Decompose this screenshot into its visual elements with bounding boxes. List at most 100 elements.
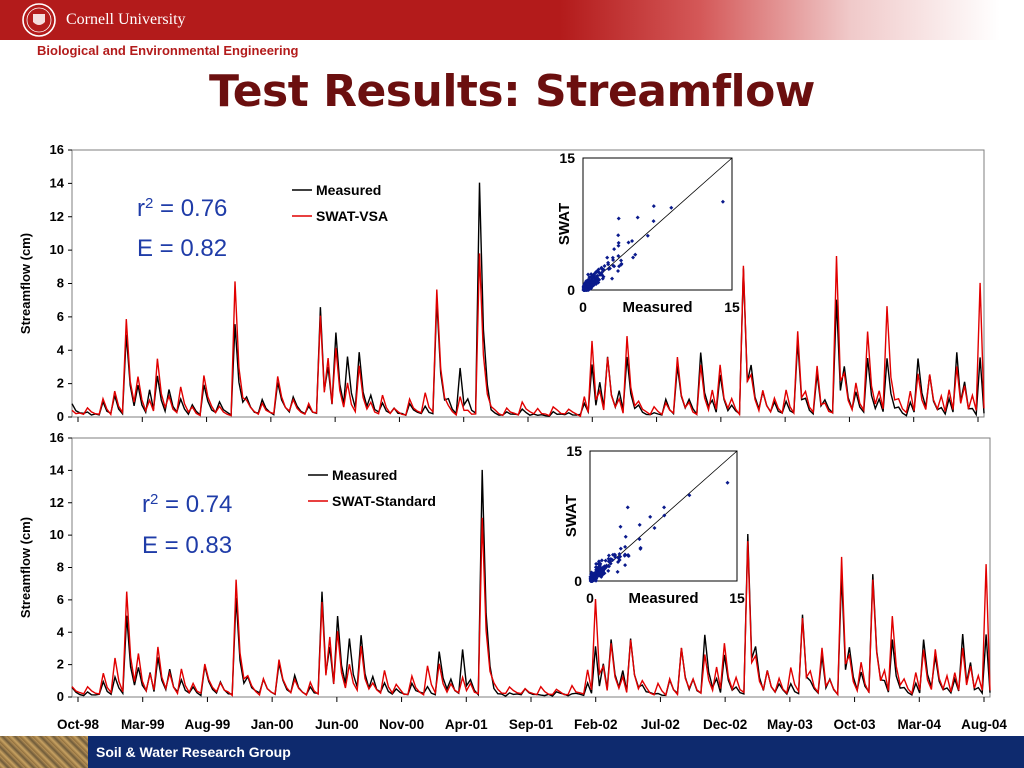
r2-superscript: 2 <box>145 195 153 212</box>
y-tick-label: 8 <box>57 276 64 291</box>
y-tick-label: 6 <box>57 309 64 324</box>
y-tick-label: 12 <box>50 209 64 224</box>
r2-value: = 0.76 <box>153 195 227 222</box>
scatter-point <box>637 522 642 527</box>
scatter-point <box>725 480 730 485</box>
inset-x-label: Measured <box>622 299 692 316</box>
x-tick-label: May-03 <box>767 717 813 732</box>
scatter-point <box>591 571 596 576</box>
scatter-point <box>687 493 692 498</box>
x-tick-label: Mar-04 <box>898 717 942 732</box>
legend-label: Measured <box>316 182 381 198</box>
scatter-point <box>604 563 609 568</box>
scatter-point <box>619 258 624 263</box>
scatter-point <box>610 276 615 281</box>
scatter-point <box>651 204 656 209</box>
scatter-point <box>594 270 599 275</box>
scatter-point <box>601 267 606 272</box>
scatter-point <box>669 205 674 210</box>
scatter-point <box>592 575 597 580</box>
scatter-point <box>587 275 592 280</box>
y-axis-label: Streamflow (cm) <box>18 517 33 618</box>
legend-label: SWAT-VSA <box>316 208 388 224</box>
scatter-point <box>595 275 600 280</box>
plot-area <box>71 149 985 418</box>
department-name: Biological and Environmental Engineering <box>37 43 299 58</box>
scatter-point <box>613 555 618 560</box>
e-stat: E = 0.83 <box>142 532 232 559</box>
scatter-point <box>591 280 596 285</box>
series-line-swat <box>71 517 991 697</box>
scatter-point <box>625 505 630 510</box>
scatter-point <box>626 552 631 557</box>
scatter-point <box>606 568 611 573</box>
inset-y-tick-label: 0 <box>574 573 582 589</box>
scatter-point <box>611 258 616 263</box>
x-tick-label: Jul-02 <box>641 717 680 732</box>
inset-y-label: SWAT <box>563 495 580 537</box>
scatter-point <box>612 247 617 252</box>
scatter-point <box>618 546 623 551</box>
x-tick-label: Jan-00 <box>251 717 294 732</box>
scatter-point <box>599 558 604 563</box>
scatter-point <box>607 559 612 564</box>
scatter-point <box>603 558 608 563</box>
footer-bar <box>0 736 1024 768</box>
y-tick-label: 16 <box>50 430 64 445</box>
scatter-point <box>662 513 667 518</box>
scatter-point <box>616 268 621 273</box>
inset-x-tick-label: 0 <box>579 299 587 315</box>
scatter-point <box>589 576 594 581</box>
scatter-point <box>594 561 599 566</box>
footer-texture <box>0 736 88 768</box>
scatter-point <box>596 559 601 564</box>
y-tick-label: 4 <box>57 342 65 357</box>
scatter-point <box>630 239 635 244</box>
scatter-point <box>652 526 657 531</box>
r2-superscript: 2 <box>150 491 158 508</box>
inset-y-tick-label: 0 <box>567 282 575 298</box>
scatter-point <box>616 216 621 221</box>
inset-y-label: SWAT <box>556 203 573 245</box>
y-tick-label: 4 <box>57 624 65 639</box>
x-tick-label: Mar-99 <box>121 717 165 732</box>
scatter-point <box>626 240 631 245</box>
y-tick-label: 0 <box>57 689 64 704</box>
cornell-seal-icon <box>22 3 56 37</box>
legend-label: Measured <box>332 467 397 483</box>
scatter-point <box>606 267 611 272</box>
scatter-point <box>591 273 596 278</box>
x-tick-label: Feb-02 <box>574 717 618 732</box>
scatter-point <box>648 514 653 519</box>
inset-x-tick-label: 15 <box>729 590 745 606</box>
scatter-point <box>623 544 628 549</box>
e-stat: E = 0.82 <box>137 235 227 262</box>
scatter-point <box>601 566 606 571</box>
scatter-point <box>610 558 615 563</box>
x-tick-label: Oct-98 <box>57 717 100 732</box>
y-tick-label: 8 <box>57 560 64 575</box>
y-tick-label: 6 <box>57 592 64 607</box>
inset-scatter: 00 15 15 Measured SWAT <box>563 443 745 607</box>
timeseries-chart-2: 0 2 4 6 8 10 12 14 16 Streamflow (cm) Measured SWAT… <box>18 430 991 704</box>
scatter-point <box>623 534 628 539</box>
inset-scatter: 00 15 15 Measured SWAT <box>556 150 740 316</box>
y-tick-label: 12 <box>50 495 64 510</box>
plot-area <box>71 437 991 698</box>
x-tick-label: Apr-01 <box>445 717 488 732</box>
series-line-swat <box>71 253 985 418</box>
scatter-point <box>622 553 627 558</box>
y-tick-label: 10 <box>50 242 64 257</box>
scatter-point <box>612 264 617 269</box>
timeseries-chart-1: 0 2 4 6 8 10 12 14 16 Streamflow (cm) Measured SWAT… <box>18 142 985 424</box>
scatter-point <box>651 219 656 224</box>
scatter-point <box>616 240 621 245</box>
scatter-point <box>583 286 588 291</box>
scatter-point <box>596 571 601 576</box>
x-tick-label: Aug-04 <box>961 717 1007 732</box>
scatter-point <box>601 274 606 279</box>
y-tick-label: 10 <box>50 527 64 542</box>
scatter-point <box>615 569 620 574</box>
scatter-point <box>637 537 642 542</box>
